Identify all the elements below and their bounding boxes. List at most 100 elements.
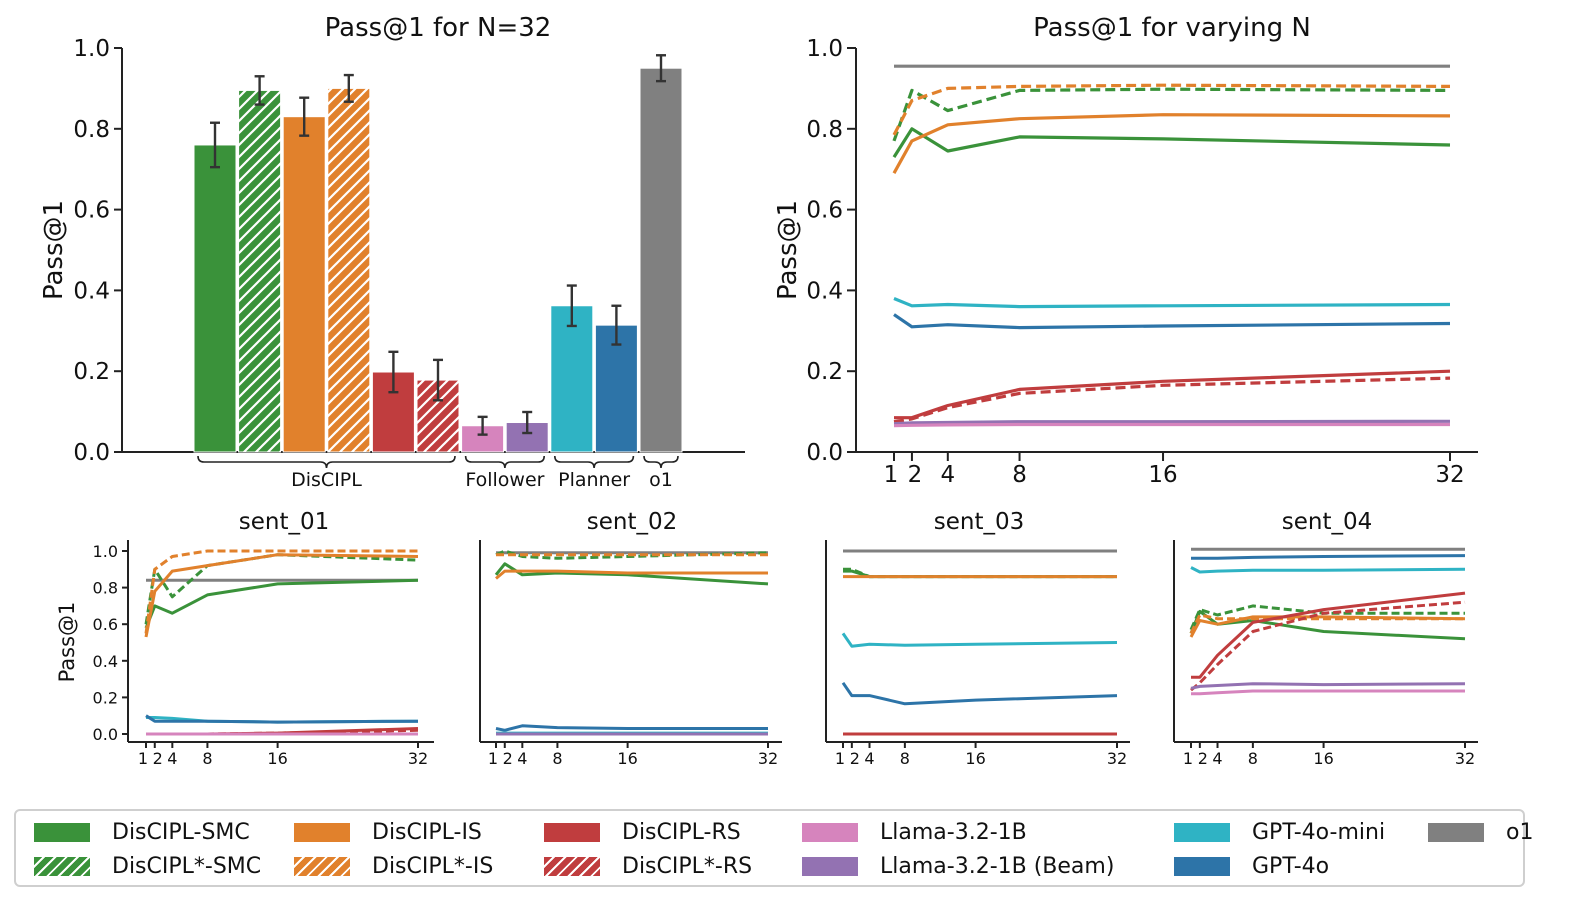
y-tick-label: 1.0	[73, 36, 110, 62]
legend-swatch	[1174, 856, 1230, 876]
bar-chart-ylabel: Pass@1	[39, 200, 69, 300]
y-tick-label: 0.0	[73, 440, 110, 466]
x-tick-label: 8	[900, 749, 910, 768]
legend-label: DisCIPL-SMC	[112, 819, 250, 845]
y-tick-label: 0.4	[93, 652, 118, 671]
y-tick-label: 0.6	[73, 198, 110, 224]
legend-swatch	[1174, 822, 1230, 842]
group-brace	[464, 455, 545, 469]
legend-label: DisCIPL*-IS	[372, 853, 494, 879]
y-tick-label: 1.0	[806, 36, 843, 62]
bar-discipl-star-smc	[238, 89, 282, 453]
series-line-gpt-4o	[841, 681, 1118, 706]
sent-03-title: sent_03	[934, 509, 1025, 535]
legend-item-discipl-smc: DisCIPL-SMC	[34, 817, 250, 847]
bar-discipl-smc	[193, 144, 237, 453]
legend-item-gpt-4o: GPT-4o	[1174, 851, 1329, 881]
line-chart-ylabel: Pass@1	[773, 200, 803, 300]
series-line-discipl-star-is	[892, 83, 1451, 136]
x-tick-label: 16	[965, 749, 985, 768]
x-tick-label: 4	[1212, 749, 1222, 768]
x-tick-label: 2	[850, 749, 860, 768]
series-line-llama-3-2-1b	[893, 422, 1450, 428]
sent-02-panel: sent_02 1 2 4 8 16 32	[479, 509, 782, 768]
legend-swatch	[802, 822, 858, 842]
series-line-gpt-4o-mini	[893, 297, 1451, 309]
x-tick-label: 8	[552, 749, 562, 768]
series-line-discipl-star-smc	[892, 87, 1451, 142]
group-brace	[643, 455, 679, 469]
x-tick-label: 2	[503, 749, 513, 768]
x-tick-label: 16	[1148, 462, 1177, 488]
legend-label: GPT-4o	[1252, 853, 1330, 879]
legend-label: DisCIPL-IS	[372, 819, 482, 845]
legend-swatch	[294, 822, 350, 842]
group-label-planner: Planner	[558, 469, 630, 491]
legend-label: Llama-3.2-1B (Beam)	[880, 853, 1115, 879]
series-line-discipl-star-smc	[1189, 604, 1465, 631]
series-line-discipl-rs	[894, 369, 1451, 420]
y-tick-label: 0.6	[806, 198, 843, 224]
legend-swatch	[802, 856, 858, 876]
group-brace	[197, 455, 456, 469]
series-line-discipl-smc	[892, 127, 1451, 158]
x-tick-label: 2	[153, 749, 163, 768]
legend-swatch	[544, 856, 600, 876]
legend-swatch	[1428, 822, 1484, 842]
x-tick-label: 16	[1313, 749, 1333, 768]
series-line-gpt-4o	[145, 714, 419, 724]
series-line-discipl-star-rs	[1190, 600, 1466, 692]
series-line-discipl-star-rs	[893, 376, 1451, 424]
x-tick-label: 2	[1198, 749, 1208, 768]
x-tick-label: 4	[517, 749, 527, 768]
x-tick-label: 1	[884, 462, 899, 488]
bar-chart-panel: Pass@1 for N=32 Pass@1 0.0 0.2 0.4 0.6 0.8 1.…	[39, 13, 745, 491]
legend-label: DisCIPL*-SMC	[112, 853, 262, 879]
legend-label: DisCIPL-RS	[622, 819, 741, 845]
series-line-gpt-4o-mini	[1190, 566, 1466, 574]
legend-item-o1: o1	[1428, 817, 1533, 847]
x-tick-label: 8	[202, 749, 212, 768]
series-line-discipl-star-smc	[495, 549, 769, 560]
legend-label: DisCIPL*-RS	[622, 853, 753, 879]
sent-03-panel: sent_03 1 2 4 8 16 32	[825, 509, 1130, 768]
bar-chart-title: Pass@1 for N=32	[325, 13, 552, 43]
series-line-gpt-4o-mini	[841, 632, 1118, 648]
legend-item-discipl-is: DisCIPL-IS	[294, 817, 482, 847]
series-line-discipl-is	[144, 553, 419, 638]
series-line-discipl-smc	[494, 562, 769, 586]
sent-02-title: sent_02	[587, 509, 678, 535]
legend-item-discipl-star-is: DisCIPL*-IS	[294, 851, 493, 881]
x-tick-label: 8	[1248, 749, 1258, 768]
y-tick-label: 0.0	[806, 440, 843, 466]
series-line-gpt-4o	[1191, 554, 1466, 560]
x-tick-label: 2	[908, 462, 923, 488]
x-tick-label: 1	[1183, 749, 1193, 768]
legend-label: GPT-4o-mini	[1252, 819, 1386, 845]
y-tick-label: 0.8	[93, 579, 118, 598]
series-line-discipl-is	[495, 569, 768, 580]
x-tick-label: 4	[864, 749, 874, 768]
legend-swatch	[34, 856, 90, 876]
series-line-discipl-star-is	[144, 549, 418, 634]
bar-o1	[639, 67, 683, 453]
legend-swatch	[294, 856, 350, 876]
y-tick-label: 0.6	[93, 615, 118, 634]
x-tick-label: 32	[1455, 749, 1475, 768]
legend-item-discipl-star-smc: DisCIPL*-SMC	[34, 851, 261, 881]
group-label-follower: Follower	[465, 469, 544, 491]
sent-04-panel: sent_04 1 2 4 8 16 32	[1173, 509, 1478, 768]
legend: DisCIPL-SMC DisCIPL*-SMC DisCIPL-IS DisC…	[14, 809, 1533, 887]
series-line-llama-3-2-1b	[1191, 689, 1465, 696]
y-tick-label: 0.2	[73, 359, 110, 385]
x-tick-label: 32	[408, 749, 428, 768]
series-line-llama-3-2-1b-beam	[1190, 682, 1466, 690]
x-tick-label: 4	[167, 749, 177, 768]
series-line-gpt-4o	[495, 724, 768, 732]
x-tick-label: 1	[488, 749, 498, 768]
legend-swatch	[544, 822, 600, 842]
legend-item-discipl-star-rs: DisCIPL*-RS	[544, 851, 752, 881]
legend-label: Llama-3.2-1B	[880, 819, 1027, 845]
y-tick-label: 0.8	[806, 117, 843, 143]
